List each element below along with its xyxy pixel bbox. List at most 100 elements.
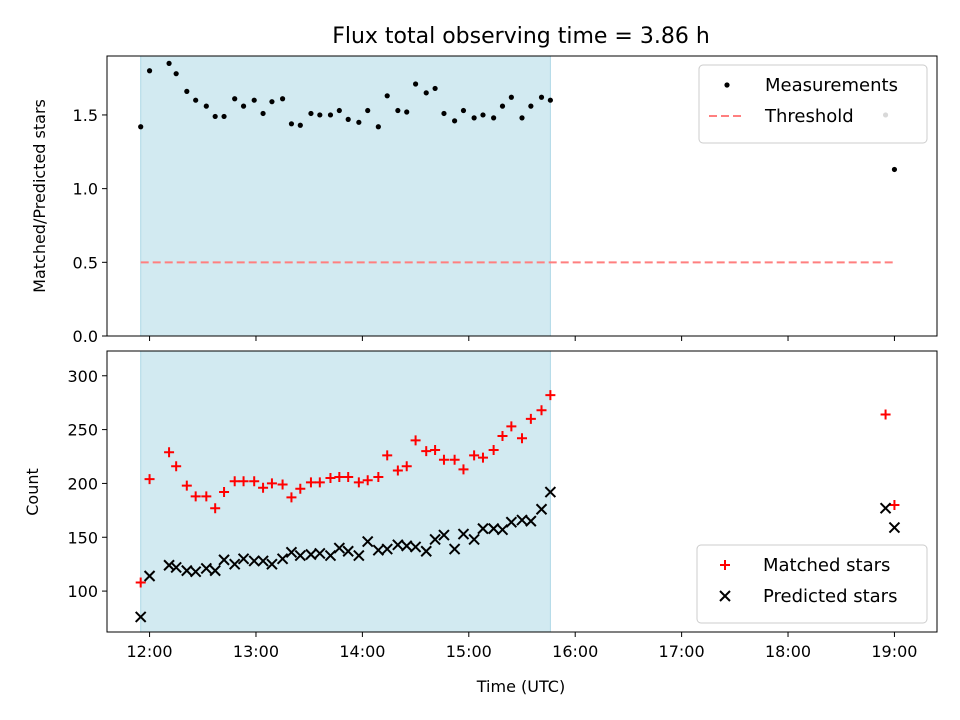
bottom-y-axis-label: Count bbox=[23, 468, 42, 516]
data-point bbox=[219, 487, 230, 498]
data-point bbox=[457, 528, 470, 540]
data-point bbox=[260, 110, 266, 117]
data-point bbox=[143, 570, 156, 582]
data-point bbox=[248, 555, 260, 567]
ratio-data-layer bbox=[138, 60, 898, 264]
data-point bbox=[535, 503, 548, 515]
data-point bbox=[353, 477, 364, 488]
legend-label: Threshold bbox=[764, 106, 854, 127]
data-point bbox=[544, 486, 557, 498]
data-point bbox=[497, 431, 508, 442]
data-point bbox=[468, 533, 480, 546]
legend-swatch-marker bbox=[724, 82, 730, 88]
data-point bbox=[317, 112, 323, 118]
data-point bbox=[438, 529, 450, 541]
data-point bbox=[258, 482, 269, 493]
data-point bbox=[356, 119, 362, 125]
data-point bbox=[430, 445, 441, 456]
data-point bbox=[538, 94, 545, 100]
data-point bbox=[488, 445, 499, 456]
data-point bbox=[333, 542, 346, 554]
data-point bbox=[286, 492, 297, 503]
data-point bbox=[410, 435, 421, 446]
observing-window-band bbox=[140, 350, 551, 633]
data-point bbox=[508, 94, 514, 100]
data-point bbox=[266, 558, 278, 570]
data-point bbox=[517, 433, 527, 444]
top-y-axis-label: Matched/Predicted stars bbox=[30, 99, 49, 293]
data-point bbox=[251, 97, 257, 103]
x-tick-label: 14:00 bbox=[339, 642, 385, 661]
data-point bbox=[458, 464, 469, 475]
top-legend: Measurements Threshold bbox=[698, 64, 928, 144]
data-point bbox=[203, 103, 209, 109]
y-tick-label: 0.0 bbox=[73, 327, 98, 346]
data-point bbox=[308, 110, 314, 117]
data-point bbox=[525, 413, 536, 424]
data-point bbox=[218, 554, 230, 566]
data-point bbox=[276, 553, 289, 565]
data-point bbox=[189, 566, 202, 578]
data-point bbox=[209, 564, 221, 577]
data-point bbox=[184, 88, 190, 94]
legend-label: Matched stars bbox=[763, 555, 890, 576]
data-point bbox=[879, 502, 892, 514]
data-point bbox=[477, 522, 489, 535]
data-point bbox=[361, 535, 374, 548]
data-point bbox=[528, 103, 534, 109]
data-point bbox=[382, 450, 393, 461]
y-tick-label: 250 bbox=[67, 421, 98, 440]
top-panel-ticks: 0.0 0.5 1.0 1.5 bbox=[73, 106, 895, 346]
data-point bbox=[536, 405, 547, 416]
data-point bbox=[342, 545, 354, 557]
data-point bbox=[409, 541, 422, 553]
data-point bbox=[200, 562, 213, 575]
x-tick-label: 16:00 bbox=[552, 642, 598, 661]
y-tick-label: 0.5 bbox=[73, 253, 98, 272]
data-point bbox=[144, 474, 155, 485]
data-point bbox=[294, 549, 307, 562]
legend-label: Predicted stars bbox=[763, 586, 897, 607]
x-tick-label: 13:00 bbox=[233, 642, 279, 661]
data-point bbox=[229, 476, 240, 487]
observing-window-shade bbox=[140, 55, 551, 337]
data-point bbox=[164, 447, 175, 458]
y-tick-label: 1.5 bbox=[73, 106, 98, 125]
data-point bbox=[240, 103, 247, 109]
data-point bbox=[266, 478, 277, 489]
data-point bbox=[362, 475, 373, 486]
data-point bbox=[545, 390, 556, 401]
legend-swatch-marker bbox=[720, 560, 730, 570]
y-tick-label: 200 bbox=[67, 474, 98, 493]
data-point bbox=[375, 124, 381, 130]
data-point bbox=[525, 515, 537, 527]
data-point bbox=[519, 115, 525, 121]
data-point bbox=[201, 491, 212, 502]
data-point bbox=[547, 97, 553, 103]
data-point bbox=[238, 476, 249, 487]
data-point bbox=[314, 547, 326, 560]
data-point bbox=[327, 112, 334, 118]
data-point bbox=[170, 561, 182, 574]
y-tick-label: 1.0 bbox=[73, 180, 98, 199]
data-point bbox=[404, 109, 410, 115]
observing-window-shade-bottom bbox=[140, 350, 551, 633]
x-tick-label: 19:00 bbox=[871, 642, 917, 661]
data-point bbox=[891, 166, 898, 173]
data-point bbox=[460, 107, 467, 114]
data-point bbox=[469, 450, 480, 461]
data-point bbox=[173, 71, 179, 77]
data-point bbox=[432, 85, 438, 92]
data-point bbox=[499, 103, 506, 109]
data-point bbox=[373, 471, 384, 482]
data-point bbox=[190, 491, 201, 502]
x-tick-label: 15:00 bbox=[446, 642, 492, 661]
legend-swatch-marker bbox=[719, 590, 731, 602]
bottom-panel-ticks: 12:00 13:00 14:00 15:00 16:00 17:00 18:00 19:00… bbox=[67, 367, 917, 661]
x-tick-label: 12:00 bbox=[127, 642, 173, 661]
data-point bbox=[249, 476, 260, 487]
data-point bbox=[228, 558, 241, 570]
y-tick-label: 100 bbox=[67, 582, 98, 601]
data-point bbox=[365, 107, 371, 114]
